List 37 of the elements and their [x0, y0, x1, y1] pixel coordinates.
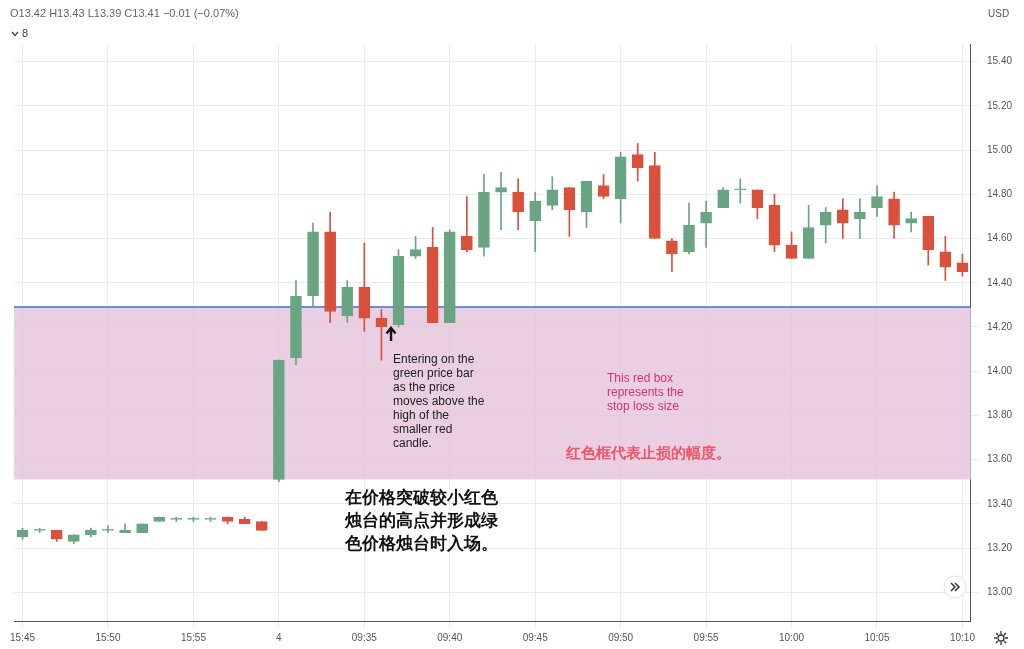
- x-tick-label: 15:45: [10, 631, 36, 643]
- x-tick-label: 10:05: [864, 631, 890, 643]
- x-tick-label: 15:55: [180, 631, 207, 643]
- candlestick: [854, 198, 866, 239]
- y-axis-title: USD: [988, 8, 1010, 19]
- y-tick-label: 14.20: [986, 320, 1013, 332]
- x-tick-label: 09:40: [437, 631, 463, 643]
- x-tick-label: 09:35: [351, 631, 378, 643]
- annotation: Entering on the green price bar as the price moves above the high of the smaller red candle.: [393, 352, 485, 450]
- x-tick-label: 09:55: [693, 631, 720, 643]
- candlestick: [461, 196, 473, 253]
- candlestick: [700, 200, 712, 248]
- text: O13.42 H13.43 L13.39 C13.41 −0.01 (−0.07%): [10, 7, 239, 19]
- candlestick: [734, 178, 747, 204]
- x-tick-label: 09:50: [608, 631, 634, 643]
- y-tick-label: 15.00: [986, 143, 1013, 155]
- y-tick-label: 14.00: [986, 364, 1013, 376]
- y-tick-label: 13.40: [986, 497, 1013, 509]
- y-tick-label: 13.20: [986, 541, 1013, 553]
- y-tick-label: 14.60: [986, 232, 1013, 244]
- y-tick-label: 13.60: [986, 453, 1013, 465]
- y-tick-label: 14.80: [986, 188, 1013, 200]
- y-tick-label: 13.00: [986, 586, 1013, 598]
- annotation: This red box represents the stop loss size: [607, 371, 685, 413]
- annotation: 在价格突破较小红色烛台的高点并形成绿色价格烛台时入场。: [343, 486, 499, 555]
- x-tick-label: 15:50: [95, 631, 121, 643]
- y-tick-label: 13.80: [986, 409, 1013, 421]
- y-tick-label: 15.20: [986, 99, 1013, 111]
- x-tick-label: 10:10: [949, 631, 976, 643]
- text: 8: [22, 27, 29, 39]
- x-tick-label: 4: [276, 631, 283, 643]
- y-tick-label: 15.40: [986, 55, 1013, 67]
- x-tick-label: 10:00: [779, 631, 805, 643]
- annotation: 红色框代表止损的幅度。: [566, 444, 731, 463]
- y-tick-label: 14.40: [986, 276, 1013, 288]
- x-tick-label: 09:45: [522, 631, 549, 643]
- candlestick: [495, 171, 507, 231]
